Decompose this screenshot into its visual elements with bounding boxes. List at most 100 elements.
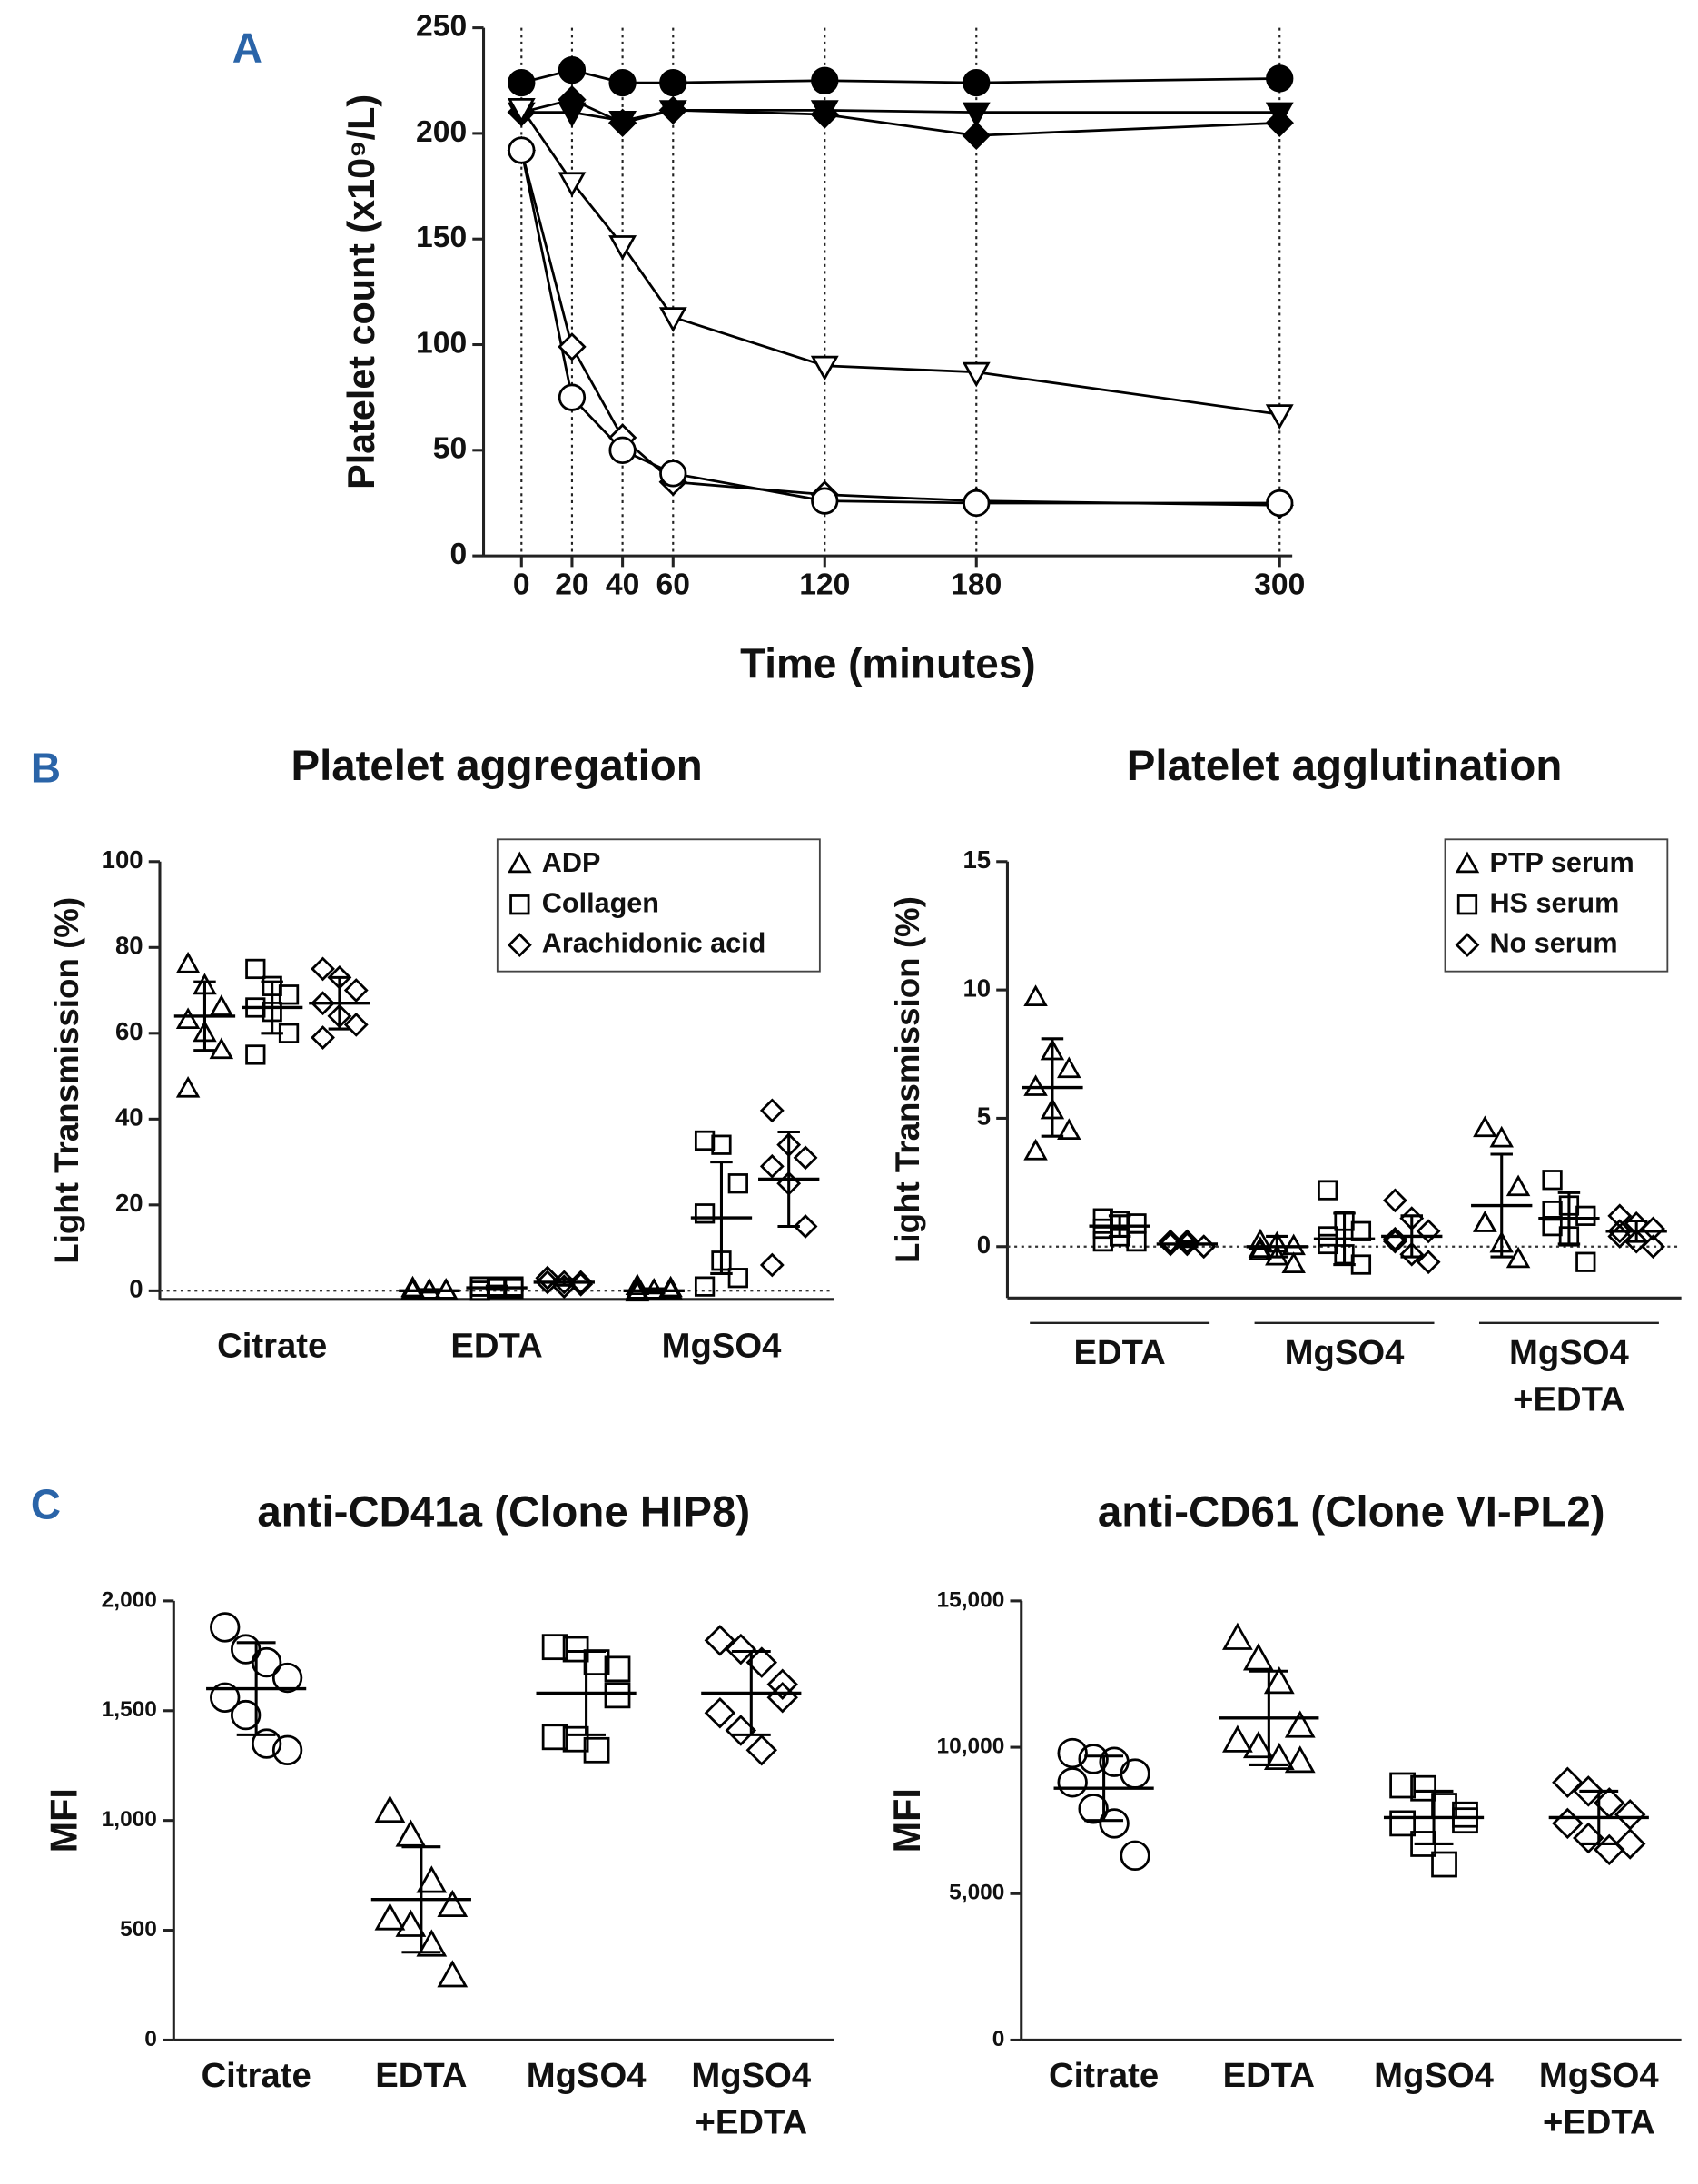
marker	[727, 1173, 748, 1194]
marker	[1023, 984, 1048, 1006]
marker	[535, 1270, 560, 1295]
marker	[1455, 851, 1480, 874]
marker	[1099, 1808, 1130, 1839]
marker	[1318, 1180, 1338, 1201]
marker	[271, 1734, 303, 1765]
marker	[659, 68, 687, 97]
marker	[175, 951, 201, 973]
marker	[1174, 1229, 1199, 1254]
marker	[658, 307, 687, 332]
y-tick-label: 10,000	[937, 1734, 1005, 1759]
x-tick-label: MgSO4	[527, 2056, 647, 2095]
marker	[1120, 1758, 1150, 1789]
marker	[1542, 1216, 1563, 1237]
y-tick-label: 0	[977, 1230, 991, 1259]
marker	[508, 851, 532, 874]
marker	[1575, 1251, 1596, 1272]
marker	[1248, 1236, 1273, 1258]
marker	[766, 1668, 798, 1701]
chart-title: Platelet aggregation	[291, 742, 702, 790]
marker	[416, 1929, 448, 1957]
marker	[343, 1012, 369, 1037]
y-tick-label: 50	[433, 432, 467, 466]
marker	[433, 1278, 459, 1300]
marker	[311, 1025, 335, 1050]
marker	[193, 973, 217, 995]
marker	[271, 1662, 303, 1694]
y-axis-label: Platelet count (x10⁹/L)	[341, 94, 382, 489]
panel-letter: B	[31, 744, 61, 791]
marker	[1242, 1730, 1274, 1759]
marker	[1641, 1234, 1665, 1260]
marker	[1505, 1174, 1531, 1197]
marker	[745, 1646, 778, 1678]
marker	[1266, 64, 1294, 93]
marker	[1158, 1231, 1183, 1257]
y-tick-label: 0	[144, 2027, 157, 2051]
y-tick-label: 500	[120, 1917, 157, 1942]
marker	[508, 136, 536, 164]
marker	[1382, 1226, 1407, 1251]
chart-title: Platelet agglutination	[1127, 742, 1563, 790]
marker	[562, 1636, 589, 1663]
marker	[1607, 1219, 1633, 1244]
marker	[1057, 1737, 1088, 1769]
y-tick-label: 15	[963, 845, 991, 874]
marker	[1552, 1766, 1584, 1799]
marker	[745, 1734, 778, 1766]
marker	[469, 1276, 490, 1297]
legend-label: Arachidonic acid	[542, 928, 766, 959]
panel: B Platelet aggregation Light Transmission …	[31, 742, 834, 1365]
marker	[327, 1003, 352, 1029]
x-tick-label: MgSO4 +EDTA	[1539, 2056, 1659, 2142]
x-tick-label: EDTA	[1223, 2056, 1315, 2095]
y-tick-label: 0	[992, 2027, 1005, 2051]
marker	[1473, 1211, 1497, 1232]
marker	[175, 1007, 201, 1030]
marker	[507, 933, 532, 958]
marker	[374, 1794, 406, 1823]
marker	[1614, 1828, 1646, 1860]
marker	[608, 436, 637, 464]
marker	[659, 460, 687, 488]
marker	[607, 108, 637, 138]
marker	[1126, 1213, 1147, 1234]
marker	[1242, 1643, 1274, 1671]
marker	[311, 956, 335, 982]
marker	[209, 994, 234, 1016]
marker	[1542, 1201, 1563, 1221]
marker	[1126, 1230, 1147, 1252]
x-tick-label: 300	[1254, 568, 1305, 602]
marker	[1456, 894, 1478, 915]
marker	[1222, 1724, 1253, 1753]
marker	[1624, 1229, 1649, 1254]
y-axis-label: Light Transmission (%)	[889, 896, 926, 1263]
marker	[508, 68, 536, 97]
series-line	[520, 107, 1280, 416]
marker	[1382, 1229, 1407, 1254]
y-tick-label: 20	[115, 1189, 143, 1217]
marker	[343, 978, 369, 1003]
marker	[1624, 1211, 1649, 1236]
marker	[568, 1270, 594, 1295]
x-axis-label: Time (minutes)	[740, 640, 1036, 687]
marker	[327, 964, 352, 990]
marker	[766, 1682, 798, 1714]
x-tick-label: EDTA	[375, 2056, 467, 2095]
marker	[658, 95, 687, 125]
marker	[793, 1145, 818, 1171]
marker	[1350, 1220, 1372, 1241]
panel: A Platelet count (x10⁹/L) Time (minutes) 0 5…	[232, 10, 1306, 687]
marker	[1334, 1244, 1355, 1265]
y-tick-label: 5,000	[949, 1881, 1004, 1905]
legend-box	[496, 838, 821, 973]
marker	[1350, 1254, 1372, 1275]
marker	[604, 1655, 631, 1683]
x-tick-label: 40	[606, 568, 639, 602]
y-tick-label: 250	[416, 10, 467, 44]
marker	[1416, 1219, 1441, 1244]
marker	[727, 1268, 748, 1289]
x-tick-label: 60	[656, 568, 690, 602]
marker	[507, 97, 536, 124]
marker	[1092, 1218, 1113, 1240]
